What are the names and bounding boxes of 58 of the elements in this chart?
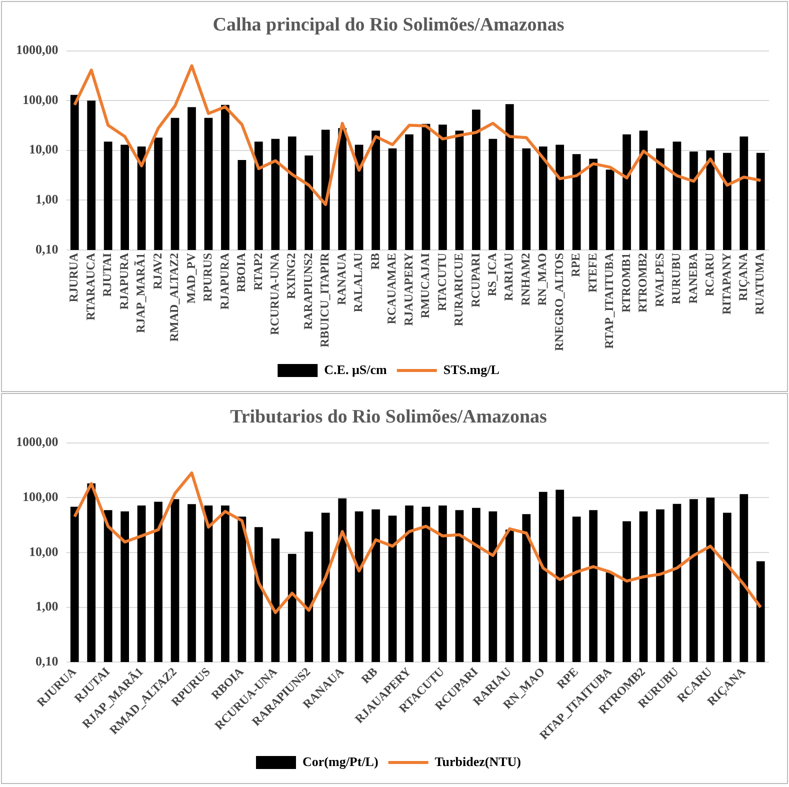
x-tick-label: RITAPANY: [719, 252, 734, 315]
x-tick-label: MAD_PV: [184, 252, 198, 304]
y-tick-label: 100,00: [22, 488, 58, 504]
x-tick-label: RJURUA: [66, 252, 81, 302]
x-tick-label: RCUPARI: [468, 252, 482, 308]
x-tick-label: RB: [368, 252, 382, 270]
x-tick-label: RJAPURA: [116, 252, 131, 310]
x-tick-label: RBOIA: [234, 252, 248, 292]
x-tick-label: RS_ICA: [485, 252, 500, 296]
x-tick-label: RTEFE: [585, 252, 600, 293]
x-tick-label: RCARU: [702, 252, 717, 296]
chart-title: Tributarios do Rio Solimões/Amazonas: [230, 406, 547, 428]
legend-label: Cor(mg/Pt/L): [302, 754, 378, 769]
y-tick-label: 0,10: [36, 241, 58, 256]
x-tick-label: RCAUAMAE: [384, 252, 399, 324]
x-tick-label: RJAUAPERY: [401, 252, 416, 326]
legend-label: Turbidez(NTU): [434, 754, 522, 769]
x-tick-label: RTACUTU: [434, 252, 449, 311]
y-tick-label: 0,10: [36, 653, 58, 668]
x-tick-label: RCURUA-UNA: [267, 252, 282, 335]
x-tick-label: RPURUS: [200, 252, 215, 302]
x-tick-label: RURARICUE: [452, 252, 466, 326]
x-tick-label: RTROMB2: [636, 252, 650, 313]
x-tick-label: RANEBA: [686, 252, 700, 304]
y-tick-label: 1,00: [36, 192, 58, 207]
y-tick-label: 100,00: [22, 92, 58, 107]
legend-label: C.E. µS/cm: [324, 362, 388, 377]
x-tick-label: RN_MAO: [535, 252, 550, 306]
x-tick-label: RARAPIUNS2: [300, 252, 315, 330]
x-tick-label: RTAP2: [250, 252, 265, 290]
x-tick-label: RURUBU: [669, 252, 684, 304]
y-tick-label: 1,00: [36, 598, 58, 614]
x-tick-label: RTROMB1: [618, 252, 633, 313]
y-tick-label: 10,00: [29, 544, 58, 559]
x-tick-label: RJUTAI: [100, 252, 114, 297]
x-tick-label: RJAV2: [150, 252, 164, 290]
x-tick-label: RVALPES: [652, 252, 666, 308]
x-tick-label: RJAPURA: [217, 252, 232, 310]
x-tick-label: RARIAU: [502, 252, 516, 301]
x-tick-label: RALALAU: [351, 252, 366, 312]
x-tick-label: RIÇANA: [736, 252, 750, 301]
x-tick-label: RMUCAJAI: [418, 252, 432, 318]
x-tick-label: RTARAUCA: [83, 252, 98, 320]
x-tick-label: RXING2: [284, 252, 298, 299]
x-tick-label: RNEGRO_ALTOS: [552, 252, 566, 352]
x-tick-label: RJAP_MARÃ1: [134, 252, 148, 333]
x-tick-label: RANAUA: [334, 252, 348, 305]
y-tick-label: 1000,00: [16, 434, 58, 450]
x-tick-label: RNHAM2: [518, 252, 532, 306]
x-tick-label: RMAD_ALTAZ2: [167, 252, 182, 342]
chart-title: Calha principal do Rio Solimões/Amazonas: [212, 14, 564, 36]
x-tick-label: RTAP_ITAITUBA: [602, 252, 616, 349]
y-tick-label: 10,00: [29, 142, 58, 157]
legend-label: STS.mg/L: [443, 362, 500, 377]
x-tick-label: RPE: [568, 252, 583, 277]
x-tick-label: RUATUMA: [752, 252, 767, 315]
x-tick-label: RBUICU_ITAPIR: [318, 252, 332, 348]
y-tick-label: 1000,00: [16, 42, 58, 58]
